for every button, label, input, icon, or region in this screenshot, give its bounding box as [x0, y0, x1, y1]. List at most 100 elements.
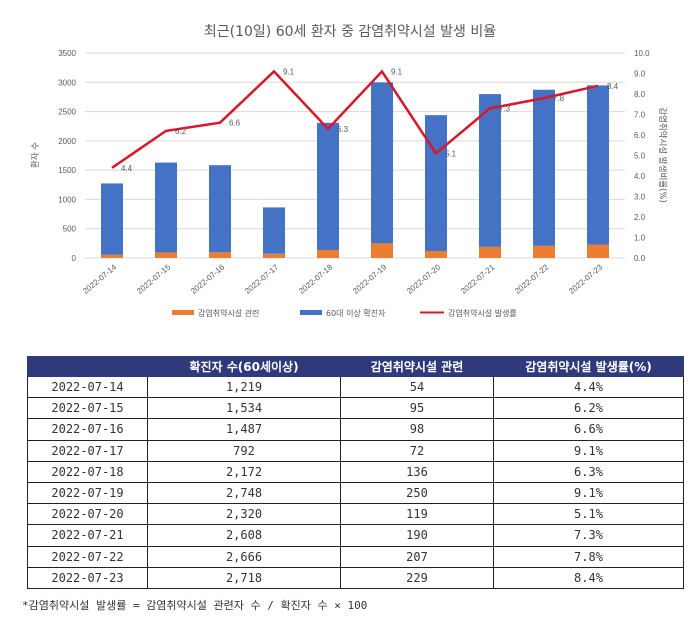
rate-line: 4.4 6.2 6.6 9.1 6.3 9.1 5.1 7.3 7.8 8.4 — [111, 67, 619, 173]
left-tick-label: 3000 — [58, 78, 76, 87]
bar-facility — [263, 253, 285, 258]
rate-cell: 6.2% — [493, 397, 684, 420]
facility-cell: 72 — [340, 439, 494, 462]
facility-cell: 54 — [340, 375, 494, 399]
right-tick-label: 10.0 — [634, 49, 650, 58]
left-axis-label: 환자 수 — [30, 142, 41, 168]
bar-cases — [209, 165, 231, 253]
rate-cell: 7.3% — [493, 524, 684, 547]
table-row: 2022-07-19 2,748 250 9.1% — [27, 481, 684, 505]
facility-cell: 190 — [340, 524, 494, 547]
x-axis-ticks: 2022-07-14 2022-07-15 2022-07-16 2022-07-17… — [81, 262, 605, 296]
bar-cases — [101, 183, 123, 255]
rate-cell: 9.1% — [493, 439, 684, 462]
left-tick-label: 1500 — [58, 166, 76, 175]
data-table: 확진자 수(60세이상) 감염취약시설 관련 감염취약시설 발생률(%) 202… — [27, 356, 684, 589]
x-tick-label: 2022-07-14 — [81, 262, 119, 296]
bar-cases — [533, 89, 555, 246]
bar-cases — [479, 94, 501, 247]
right-tick-label: 7.0 — [634, 111, 646, 120]
cases-cell: 2,608 — [147, 524, 341, 547]
table-row: 2022-07-21 2,608 190 7.3% — [27, 524, 684, 547]
rate-cell: 7.8% — [493, 545, 684, 568]
bar-cases — [425, 115, 447, 252]
rate-cell: 9.1% — [493, 481, 684, 505]
bar-cases — [155, 162, 177, 253]
bars — [101, 82, 609, 258]
date-cell: 2022-07-14 — [27, 375, 148, 399]
bar-facility — [317, 250, 339, 258]
legend-swatch-facility — [172, 310, 194, 315]
rate-cell: 5.1% — [493, 503, 684, 526]
right-tick-label: 3.0 — [634, 193, 646, 202]
legend-label-rate: 감염취약시설 발생률 — [448, 308, 517, 318]
x-tick-label: 2022-07-23 — [567, 262, 605, 296]
table-row: 2022-07-17 792 72 9.1% — [27, 439, 684, 462]
rate-data-label: 6.3 — [337, 125, 349, 134]
right-tick-label: 8.0 — [634, 90, 646, 99]
right-tick-label: 2.0 — [634, 213, 646, 222]
rate-data-label: 5.1 — [445, 149, 457, 158]
x-tick-label: 2022-07-20 — [405, 262, 443, 296]
facility-cell: 250 — [340, 481, 494, 505]
date-cell: 2022-07-19 — [27, 481, 148, 505]
legend-swatch-cases — [300, 310, 322, 315]
date-cell: 2022-07-21 — [27, 524, 148, 547]
right-tick-label: 1.0 — [634, 234, 646, 243]
table-row: 2022-07-14 1,219 54 4.4% — [27, 375, 684, 399]
legend-label-facility: 감염취약시설 관련 — [198, 308, 259, 318]
bar-facility — [209, 252, 231, 258]
bar-facility — [101, 254, 123, 258]
rate-line-path — [111, 69, 599, 169]
chart: 최근(10일) 60세 환자 중 감염취약시설 발생 비율 0 500 1000 15… — [30, 24, 668, 318]
cases-cell: 2,718 — [147, 566, 341, 589]
x-tick-label: 2022-07-21 — [459, 262, 497, 296]
bar-cases — [317, 122, 339, 251]
date-cell: 2022-07-20 — [27, 503, 148, 526]
left-tick-label: 2500 — [58, 108, 76, 117]
legend-label-cases: 60대 이상 확진자 — [326, 308, 386, 318]
facility-cell: 229 — [340, 566, 494, 589]
x-tick-label: 2022-07-17 — [243, 262, 281, 296]
cases-cell: 792 — [147, 439, 341, 462]
rate-cell: 6.6% — [493, 418, 684, 441]
rate-cell: 4.4% — [493, 375, 684, 399]
facility-cell: 207 — [340, 545, 494, 568]
left-tick-label: 2000 — [58, 137, 76, 146]
x-tick-label: 2022-07-15 — [135, 262, 173, 296]
x-tick-label: 2022-07-22 — [513, 262, 551, 296]
right-axis-label: 감염취약시설 발생비율(%) — [657, 107, 668, 203]
rate-data-label: 4.4 — [121, 164, 133, 173]
rate-data-label: 8.4 — [607, 82, 619, 91]
cases-cell: 2,748 — [147, 481, 341, 505]
left-tick-label: 500 — [63, 225, 77, 234]
table-header: 감염취약시설 관련 — [340, 356, 494, 377]
cases-cell: 1,487 — [147, 418, 341, 441]
facility-cell: 95 — [340, 397, 494, 420]
right-tick-label: 4.0 — [634, 172, 646, 181]
cases-cell: 2,320 — [147, 503, 341, 526]
bar-cases — [263, 207, 285, 254]
table-row: 2022-07-20 2,320 119 5.1% — [27, 503, 684, 526]
left-tick-label: 1000 — [58, 195, 76, 204]
right-tick-label: 9.0 — [634, 70, 646, 79]
table-header-row: 확진자 수(60세이상) 감염취약시설 관련 감염취약시설 발생률(%) — [27, 356, 684, 377]
date-cell: 2022-07-23 — [27, 566, 148, 589]
facility-cell: 119 — [340, 503, 494, 526]
bar-cases — [587, 85, 609, 245]
rate-data-label: 9.1 — [283, 67, 295, 76]
cases-cell: 2,666 — [147, 545, 341, 568]
rate-data-label: 7.3 — [499, 104, 511, 113]
rate-cell: 8.4% — [493, 566, 684, 589]
table-header: 감염취약시설 발생률(%) — [493, 356, 684, 377]
cases-cell: 2,172 — [147, 460, 341, 483]
date-cell: 2022-07-15 — [27, 397, 148, 420]
rate-cell: 6.3% — [493, 460, 684, 483]
left-tick-label: 3500 — [58, 49, 76, 58]
bar-facility — [371, 243, 393, 258]
legend: 감염취약시설 관련 60대 이상 확진자 감염취약시설 발생률 — [172, 308, 517, 318]
date-cell: 2022-07-16 — [27, 418, 148, 441]
right-tick-label: 6.0 — [634, 131, 646, 140]
facility-cell: 136 — [340, 460, 494, 483]
facility-cell: 98 — [340, 418, 494, 441]
